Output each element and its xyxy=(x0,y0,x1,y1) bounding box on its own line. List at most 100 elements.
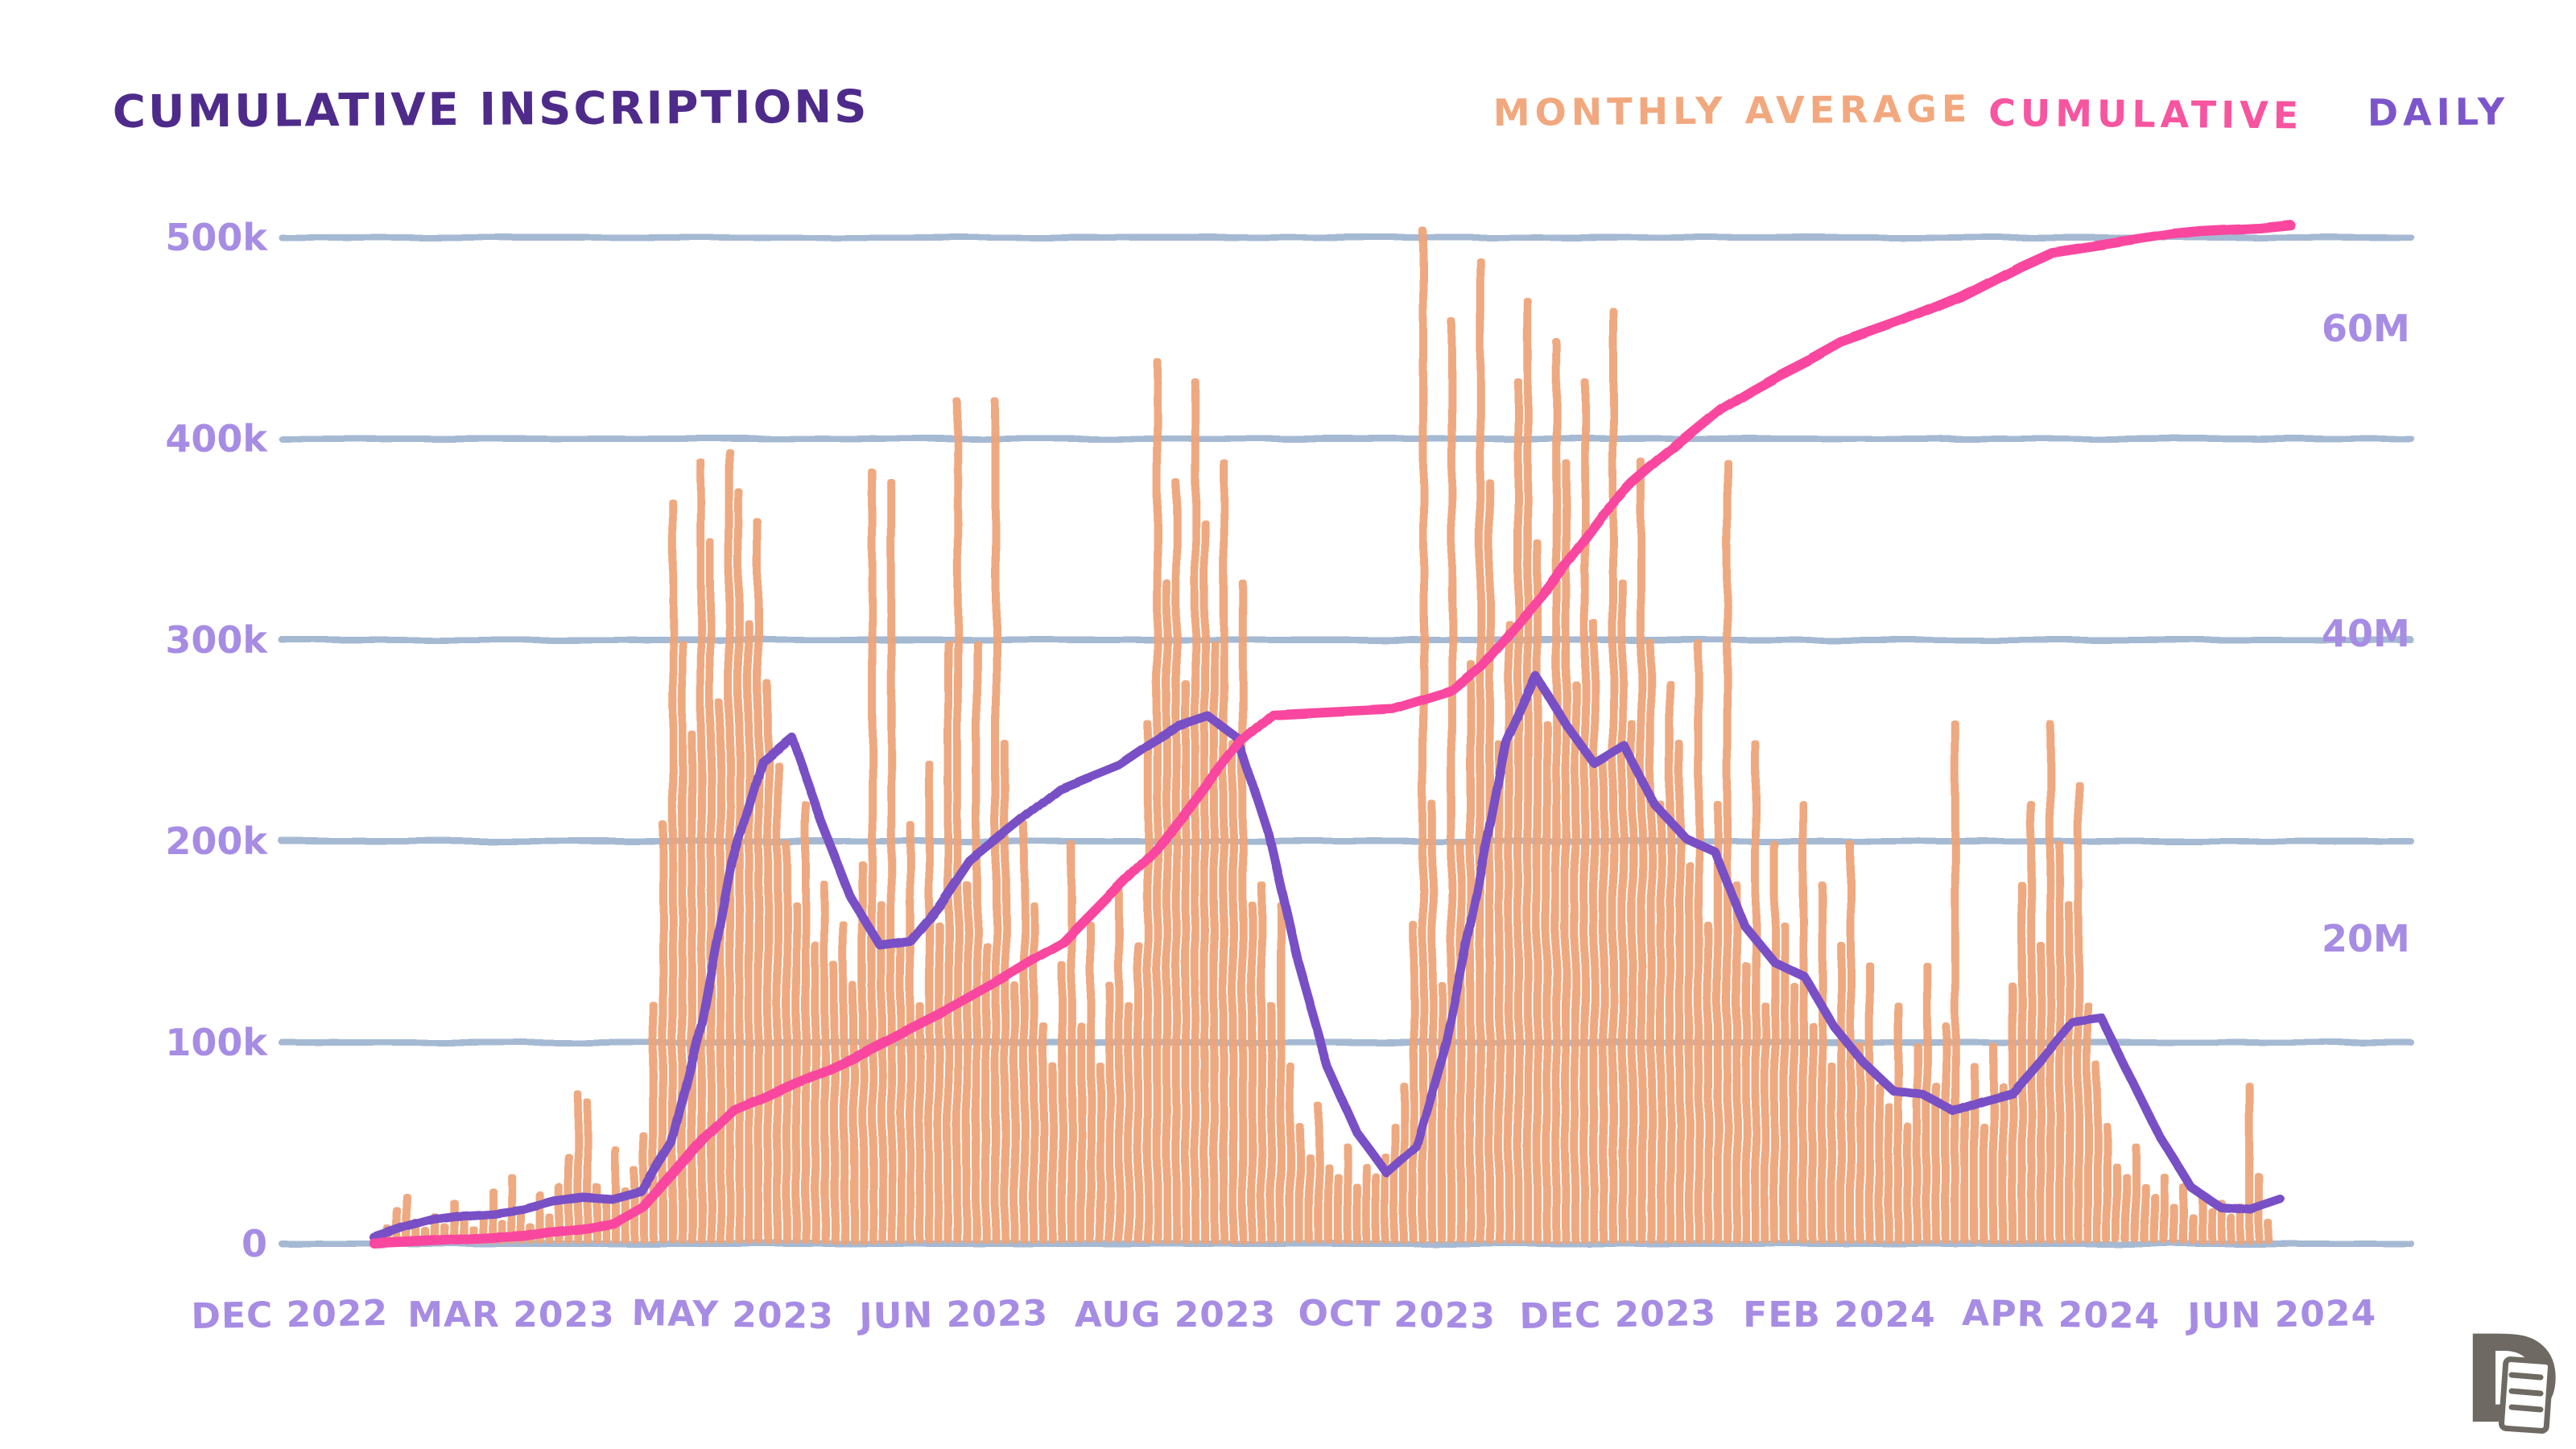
bar xyxy=(1799,801,1807,1244)
y-left-tick-100k: 100k xyxy=(165,1021,268,1064)
bar xyxy=(1609,308,1617,1244)
bar xyxy=(630,1167,639,1244)
bar xyxy=(1780,922,1789,1244)
bar xyxy=(1713,801,1722,1244)
bar xyxy=(953,398,962,1244)
bar xyxy=(1770,841,1779,1244)
bar xyxy=(1562,459,1570,1244)
bar xyxy=(2112,1163,2121,1244)
series-line-cumulative xyxy=(369,220,2295,1249)
bar xyxy=(1200,519,1209,1244)
bar xyxy=(1761,1002,1769,1244)
bar xyxy=(2017,881,2026,1244)
y-left-tick-0: 0 xyxy=(242,1222,267,1265)
bar xyxy=(1580,378,1589,1244)
bar xyxy=(1220,459,1228,1244)
bar xyxy=(1315,1103,1323,1244)
x-tick-dec-2023: DEC 2023 xyxy=(1519,1293,1717,1337)
bar xyxy=(2122,1173,2131,1244)
bar xyxy=(1922,962,1931,1244)
bar xyxy=(1438,982,1447,1244)
bar xyxy=(1523,298,1532,1244)
y-left-tick-500k: 500k xyxy=(165,216,268,259)
bar xyxy=(1618,580,1627,1244)
bar xyxy=(745,620,753,1244)
bar xyxy=(868,469,877,1244)
bar xyxy=(650,1002,658,1244)
bar xyxy=(2179,1183,2187,1244)
bar xyxy=(1808,1022,1817,1244)
x-tick-jun-2024: JUN 2024 xyxy=(2185,1293,2377,1337)
bar xyxy=(1333,1173,1342,1244)
bar xyxy=(754,519,762,1244)
x-tick-may-2023: MAY 2023 xyxy=(631,1293,834,1337)
bar xyxy=(1153,358,1162,1244)
bar xyxy=(1295,1123,1304,1244)
bar xyxy=(1343,1143,1352,1244)
bar xyxy=(1172,479,1181,1244)
bar xyxy=(573,1091,582,1244)
bar xyxy=(1685,861,1694,1244)
header: CUMULATIVE INSCRIPTIONS MONTHLY AVERAGE CU… xyxy=(113,80,2510,138)
bar xyxy=(1125,1002,1133,1244)
page-title: CUMULATIVE INSCRIPTIONS xyxy=(113,80,869,138)
bar xyxy=(1998,1083,2007,1244)
y-right-tick-20M: 20M xyxy=(2322,917,2410,960)
bar xyxy=(1134,942,1142,1244)
logo-scroll-line xyxy=(2508,1404,2544,1413)
bar xyxy=(1628,720,1637,1244)
bar xyxy=(1732,881,1741,1244)
bar xyxy=(1447,318,1456,1244)
bar xyxy=(2027,801,2036,1244)
legend-item-cumulative: CUMULATIVE xyxy=(1988,91,2304,137)
bar xyxy=(1856,1042,1864,1244)
bar xyxy=(925,761,934,1244)
bar xyxy=(1467,660,1475,1244)
bar xyxy=(2132,1143,2140,1244)
bar xyxy=(820,881,829,1244)
bar xyxy=(659,821,667,1244)
bar xyxy=(1827,1063,1836,1244)
legend-label-daily: DAILY xyxy=(2368,89,2510,134)
bar xyxy=(1191,378,1199,1244)
bar xyxy=(1286,1063,1294,1244)
bar xyxy=(2245,1083,2254,1244)
bar xyxy=(707,539,715,1244)
bar xyxy=(1030,902,1038,1244)
bar xyxy=(1837,942,1846,1244)
right-axis: 20M 40M 60M xyxy=(2322,307,2410,960)
bar xyxy=(782,841,791,1244)
legend-label-monthly_average: MONTHLY AVERAGE xyxy=(1493,87,1972,134)
bar xyxy=(944,640,952,1244)
bar xyxy=(1410,922,1418,1244)
bar xyxy=(1020,821,1029,1244)
bar xyxy=(1257,881,1266,1244)
bar xyxy=(583,1099,592,1244)
series-bars-monthly-average xyxy=(374,227,2273,1244)
bar xyxy=(2169,1203,2178,1244)
logo-scroll-line xyxy=(2508,1388,2544,1397)
bar xyxy=(1077,1022,1086,1244)
legend-label-cumulative: CUMULATIVE xyxy=(1988,91,2304,137)
bar xyxy=(849,982,857,1244)
bar xyxy=(1143,720,1152,1244)
bar xyxy=(972,640,981,1244)
bar xyxy=(2037,942,2045,1244)
bar xyxy=(1666,680,1674,1244)
bar xyxy=(1362,1163,1371,1244)
bar xyxy=(1875,1083,1884,1244)
bar xyxy=(1970,1063,1979,1244)
bar xyxy=(1818,881,1827,1244)
legend-item-daily: DAILY xyxy=(2368,89,2510,134)
bar xyxy=(840,922,848,1244)
bar xyxy=(1010,982,1019,1244)
bar xyxy=(963,881,972,1244)
bar xyxy=(1372,1173,1380,1244)
bar xyxy=(773,761,782,1244)
bar xyxy=(1704,922,1712,1244)
bar xyxy=(1305,1153,1314,1244)
bar xyxy=(1115,881,1124,1244)
bar xyxy=(1542,720,1551,1244)
bar xyxy=(1495,741,1504,1244)
